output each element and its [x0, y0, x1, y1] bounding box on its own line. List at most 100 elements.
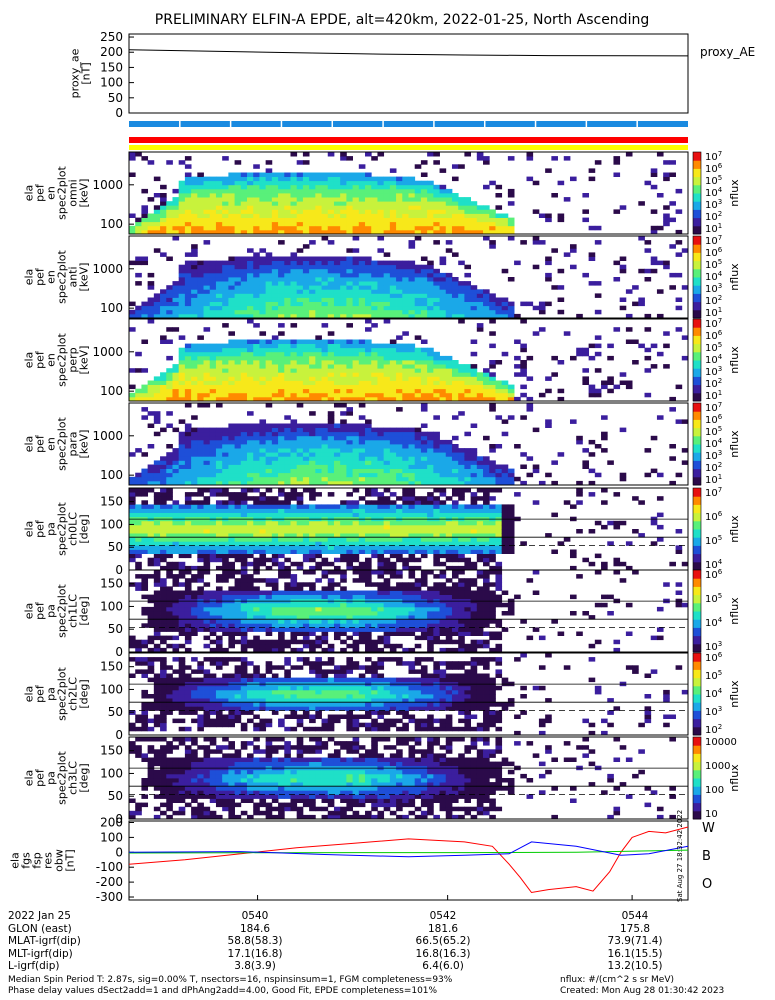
- heatmap-cell: [414, 545, 422, 550]
- heatmap-cell: [265, 512, 273, 518]
- heatmap-cell: [619, 305, 627, 311]
- heatmap-cell: [402, 396, 409, 402]
- heatmap-cell: [439, 460, 447, 465]
- heatmap-cell: [265, 368, 273, 373]
- heatmap-cell: [346, 229, 353, 235]
- heatmap-cell: [576, 492, 583, 497]
- heatmap-cell: [160, 619, 167, 624]
- heatmap-cell: [290, 364, 298, 369]
- heatmap-cell: [489, 221, 496, 227]
- heatmap-cell: [669, 201, 676, 206]
- heatmap-cell: [278, 492, 285, 497]
- heatmap-cell: [439, 508, 447, 513]
- heatmap-cell: [160, 201, 167, 206]
- heatmap-cell: [191, 565, 198, 571]
- heatmap-cell: [215, 372, 223, 377]
- heatmap-cell: [408, 205, 416, 210]
- heatmap-cell: [489, 541, 496, 546]
- heatmap-cell: [327, 217, 335, 223]
- heatmap-cell: [389, 347, 397, 353]
- heatmap-cell: [476, 504, 484, 509]
- heatmap-cell: [203, 372, 211, 377]
- heatmap-cell: [408, 439, 416, 445]
- heatmap-cell: [451, 480, 459, 486]
- heatmap-cell: [396, 496, 403, 501]
- heatmap-cell: [352, 289, 360, 294]
- heatmap-cell: [464, 468, 472, 474]
- heatmap-cell: [464, 549, 472, 554]
- heatmap-cell: [383, 464, 391, 469]
- heatmap-cell: [439, 492, 447, 497]
- heatmap-cell: [215, 272, 223, 278]
- heatmap-cell: [408, 360, 416, 365]
- heatmap-cell: [302, 176, 310, 182]
- heatmap-cell: [352, 376, 360, 381]
- heatmap-cell: [228, 355, 235, 361]
- heatmap-cell: [420, 384, 428, 390]
- heatmap-cell: [383, 372, 391, 377]
- heatmap-cell: [209, 541, 217, 546]
- heatmap-cell: [545, 256, 552, 261]
- heatmap-cell: [389, 289, 397, 294]
- heatmap-cell: [153, 512, 161, 518]
- heatmap-cell: [451, 309, 459, 315]
- heatmap-cell: [259, 423, 267, 428]
- heatmap-cell: [234, 281, 242, 286]
- heatmap-cell: [365, 557, 372, 563]
- heatmap-cell: [644, 268, 652, 274]
- heatmap-cell: [191, 444, 198, 449]
- heatmap-cell: [228, 492, 235, 497]
- heatmap-cell: [247, 396, 254, 402]
- heatmap-cell: [346, 372, 353, 377]
- heatmap-cell: [284, 541, 291, 546]
- colorbar-segment: [693, 476, 701, 486]
- heatmap-cell: [234, 172, 242, 177]
- heatmap-cell: [178, 435, 186, 441]
- heatmap-cell: [265, 520, 273, 526]
- heatmap-cell: [495, 225, 503, 231]
- heatmap-cell: [476, 488, 484, 493]
- heatmap-cell: [178, 520, 186, 526]
- heatmap-cell: [172, 500, 180, 505]
- heatmap-cell: [414, 380, 422, 385]
- heatmap-cell: [340, 197, 347, 202]
- heatmap-cell: [240, 347, 248, 353]
- heatmap-cell: [476, 468, 484, 474]
- heatmap-cell: [358, 504, 366, 509]
- heatmap-cell: [271, 439, 279, 445]
- heatmap-cell: [290, 184, 298, 190]
- heatmap-cell: [489, 549, 496, 554]
- heatmap-cell: [302, 260, 310, 266]
- heatmap-cell: [234, 188, 242, 194]
- heatmap-cell: [526, 403, 534, 408]
- heatmap-cell: [489, 392, 496, 398]
- heatmap-cell: [439, 384, 447, 390]
- y-axis-label: anti: [67, 266, 80, 287]
- heatmap-cell: [259, 256, 267, 261]
- heatmap-cell: [265, 285, 273, 290]
- heatmap-cell: [296, 464, 304, 469]
- heatmap-cell: [365, 172, 372, 177]
- heatmap-cell: [234, 460, 242, 465]
- heatmap-cell: [278, 464, 285, 469]
- heatmap-cell: [166, 533, 173, 538]
- heatmap-cell: [284, 456, 291, 461]
- heatmap-cell: [377, 545, 385, 550]
- heatmap-cell: [253, 435, 260, 441]
- heatmap-cell: [427, 392, 434, 398]
- heatmap-cell: [129, 533, 136, 538]
- heatmap-cell: [613, 492, 621, 497]
- heatmap-cell: [327, 512, 335, 518]
- heatmap-cell: [240, 496, 248, 501]
- heatmap-cell: [141, 529, 149, 534]
- heatmap-cell: [247, 376, 254, 381]
- heatmap-cell: [371, 305, 378, 311]
- heatmap-cell: [197, 586, 204, 591]
- heatmap-cell: [352, 301, 360, 307]
- heatmap-cell: [383, 448, 391, 453]
- heatmap-cell: [228, 435, 235, 441]
- heatmap-cell: [129, 496, 136, 501]
- heatmap-cell: [340, 541, 347, 546]
- heatmap-cell: [184, 309, 192, 315]
- heatmap-cell: [296, 423, 304, 428]
